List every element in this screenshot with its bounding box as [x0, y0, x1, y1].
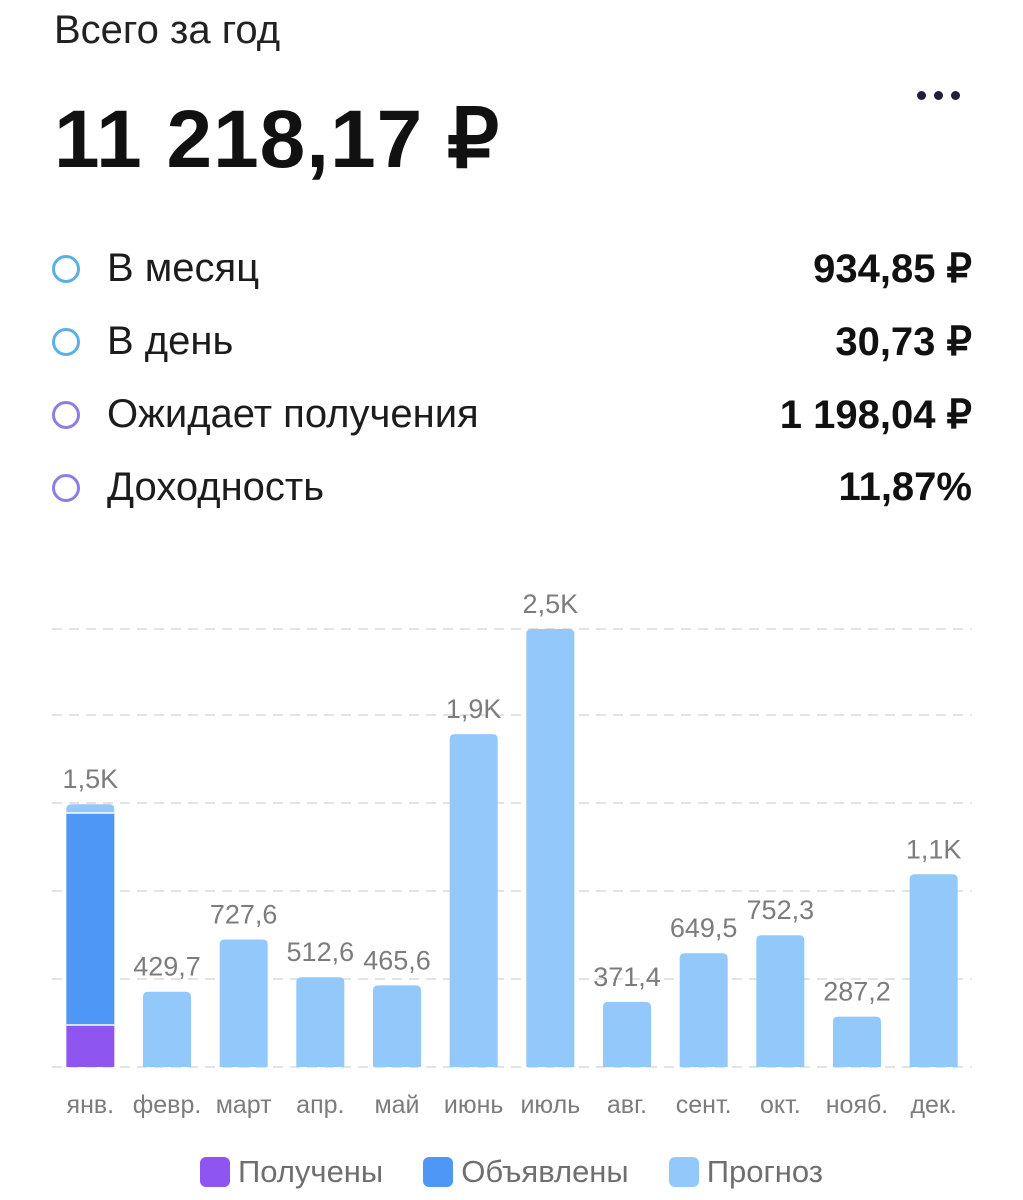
bar-value-label: 649,5	[670, 913, 738, 943]
bar-value-label: 2,5K	[523, 589, 579, 619]
legend-label: Получены	[237, 1154, 384, 1189]
stat-row-pending: Ожидает получения 1 198,04 ₽	[52, 378, 972, 451]
x-tick-label: нояб.	[826, 1091, 889, 1119]
bar-value-label: 287,2	[823, 977, 891, 1007]
legend-item-received[interactable]: Получены	[199, 1154, 384, 1190]
circle-icon	[52, 254, 80, 283]
legend-item-forecast[interactable]: Прогноз	[668, 1154, 824, 1190]
bar-segment-май[interactable]	[373, 985, 421, 1067]
stat-label: Доходность	[107, 465, 325, 509]
legend-swatch-announced	[423, 1157, 454, 1187]
x-tick-label: февр.	[133, 1091, 202, 1119]
legend-swatch-forecast	[668, 1157, 699, 1187]
stat-row-yield: Доходность 11,87%	[52, 451, 972, 524]
circle-icon	[52, 400, 80, 429]
total-amount: 11 218,17 ₽	[54, 94, 501, 185]
bar-value-label: 1,9K	[446, 694, 502, 724]
stat-label: В месяц	[107, 246, 260, 290]
legend-item-announced[interactable]: Объявлены	[423, 1154, 629, 1190]
stat-value: 934,85 ₽	[813, 246, 972, 291]
bar-segment-авг.[interactable]	[603, 1001, 651, 1067]
x-tick-label: авг.	[607, 1091, 647, 1119]
bar-segment-сент.[interactable]	[679, 953, 728, 1067]
bar-value-label: 727,6	[210, 900, 278, 930]
more-dots-icon	[916, 90, 926, 100]
stat-value: 11,87%	[838, 465, 972, 509]
stat-value: 30,73 ₽	[835, 319, 972, 364]
stat-label: В день	[107, 319, 234, 363]
bar-chart-svg: 1,5K янв. 429,7 февр. 727,6 март 512,6 апр. 465,…	[52, 589, 972, 1119]
more-options-button[interactable]	[900, 72, 976, 118]
chart-legend: Получены Объявлены Прогноз	[0, 1150, 1023, 1194]
bar-segment-март[interactable]	[219, 939, 268, 1067]
bar-segment-янв.[interactable]	[66, 1024, 115, 1067]
bar-value-label: 752,3	[747, 895, 815, 925]
x-tick-label: янв.	[67, 1091, 115, 1119]
x-tick-label: дек.	[910, 1091, 956, 1119]
bar-segment-февр.[interactable]	[143, 991, 191, 1067]
bar-segment-янв.[interactable]	[66, 812, 115, 1025]
bar-value-label: 1,5K	[63, 764, 119, 794]
x-tick-label: июнь	[444, 1091, 504, 1119]
bar-segment-апр.[interactable]	[296, 977, 345, 1067]
more-dots-icon	[933, 90, 943, 100]
legend-swatch-received	[199, 1157, 230, 1187]
stat-row-per-month: В месяц 934,85 ₽	[52, 232, 972, 305]
bar-value-label: 371,4	[593, 962, 661, 992]
x-tick-label: апр.	[296, 1091, 344, 1119]
bar-segment-июнь[interactable]	[449, 734, 498, 1067]
bar-value-label: 1,1K	[906, 834, 962, 864]
stat-row-per-day: В день 30,73 ₽	[52, 305, 972, 378]
bar-segment-нояб.[interactable]	[833, 1016, 881, 1067]
circle-icon	[52, 473, 80, 502]
bar-segment-июль[interactable]	[526, 629, 575, 1067]
stat-value: 1 198,04 ₽	[779, 392, 972, 437]
bar-value-label: 465,6	[363, 945, 431, 975]
x-tick-label: сент.	[676, 1091, 732, 1119]
bar-value-label: 512,6	[287, 937, 355, 967]
x-tick-label: окт.	[760, 1091, 801, 1119]
bar-segment-окт.[interactable]	[756, 935, 805, 1067]
bar-segment-дек.[interactable]	[909, 874, 958, 1067]
x-tick-label: май	[374, 1091, 419, 1119]
bar-segment-янв.[interactable]	[66, 804, 115, 813]
circle-icon	[52, 327, 80, 356]
legend-label: Объявлены	[461, 1154, 629, 1189]
more-dots-icon	[950, 90, 960, 100]
x-tick-label: март	[216, 1091, 272, 1119]
monthly-bar-chart: 1,5K янв. 429,7 февр. 727,6 март 512,6 апр. 465,…	[0, 560, 1023, 1130]
stat-label: Ожидает получения	[107, 392, 479, 436]
period-subtitle: Всего за год	[54, 8, 281, 52]
bar-value-label: 429,7	[133, 952, 201, 982]
stats-list: В месяц 934,85 ₽ В день 30,73 ₽ Ожидает …	[52, 232, 972, 524]
x-tick-label: июль	[520, 1091, 580, 1119]
legend-label: Прогноз	[706, 1154, 824, 1189]
